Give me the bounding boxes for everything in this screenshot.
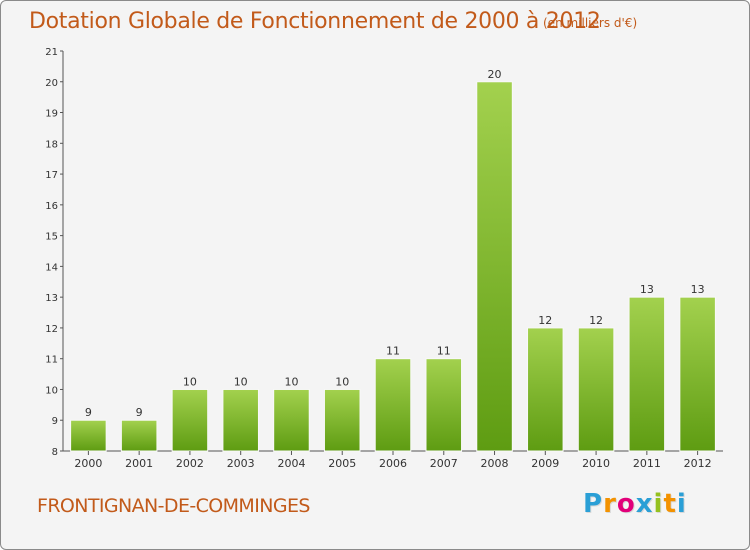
y-tick-label: 20 xyxy=(45,78,58,89)
bar-2001 xyxy=(120,419,158,452)
x-tick-label-2008: 2008 xyxy=(481,457,509,470)
logo-letter: P xyxy=(583,489,604,519)
bar-2008 xyxy=(476,81,513,452)
data-label-2009: 12 xyxy=(538,314,552,327)
x-tick-label-2011: 2011 xyxy=(633,457,661,470)
y-tick-label: 9 xyxy=(52,416,58,427)
data-label-2007: 11 xyxy=(437,345,451,358)
x-tick-label-2004: 2004 xyxy=(277,457,305,470)
data-label-2005: 10 xyxy=(335,375,349,388)
data-label-2003: 10 xyxy=(234,375,248,388)
logo-letter: i xyxy=(653,489,664,519)
bar-2012 xyxy=(679,296,716,452)
x-tick-label-2001: 2001 xyxy=(125,457,153,470)
commune-name: FRONTIGNAN-DE-COMMINGES xyxy=(37,495,310,517)
data-label-2011: 13 xyxy=(640,283,654,296)
bar-2009 xyxy=(527,327,564,452)
y-tick-label: 10 xyxy=(45,385,58,396)
data-label-2010: 12 xyxy=(589,314,603,327)
bar-2005 xyxy=(323,388,361,452)
y-tick-label: 14 xyxy=(45,262,58,273)
y-tick-label: 12 xyxy=(45,324,58,335)
x-tick-label-2002: 2002 xyxy=(176,457,204,470)
x-tick-label-2000: 2000 xyxy=(74,457,102,470)
bar-2007 xyxy=(425,358,463,452)
x-tick-label-2009: 2009 xyxy=(531,457,559,470)
data-label-2012: 13 xyxy=(691,283,705,296)
logo-letter: r xyxy=(603,489,617,519)
logo-letter: o xyxy=(616,489,636,519)
y-tick-label: 11 xyxy=(45,355,58,366)
y-tick-label: 15 xyxy=(45,232,58,243)
logo-letter: x xyxy=(635,489,654,519)
data-label-2000: 9 xyxy=(85,406,92,419)
data-label-2004: 10 xyxy=(284,375,298,388)
data-label-2002: 10 xyxy=(183,375,197,388)
x-tick-label-2003: 2003 xyxy=(227,457,255,470)
y-tick-label: 17 xyxy=(45,170,58,181)
chart-subtitle: (en milliers d'€) xyxy=(543,16,638,30)
x-tick-label-2010: 2010 xyxy=(582,457,610,470)
x-tick-label-2006: 2006 xyxy=(379,457,407,470)
y-tick-label: 13 xyxy=(45,293,58,304)
data-label-2008: 20 xyxy=(488,68,502,81)
bar-2000 xyxy=(70,419,107,452)
data-label-2001: 9 xyxy=(136,406,143,419)
bar-2006 xyxy=(374,358,412,452)
logo-letter: t xyxy=(663,489,677,519)
y-tick-label: 18 xyxy=(45,139,58,150)
data-label-2006: 11 xyxy=(386,345,400,358)
y-tick-label: 21 xyxy=(45,47,58,58)
bar-2011 xyxy=(628,296,666,452)
x-tick-label-2005: 2005 xyxy=(328,457,356,470)
y-tick-label: 8 xyxy=(52,447,58,458)
bar-2003 xyxy=(222,388,259,452)
bar-2002 xyxy=(171,388,209,452)
bar-2010 xyxy=(577,327,615,452)
logo-letter: i xyxy=(676,489,687,519)
proxiti-logo: Proxiti xyxy=(583,489,687,519)
y-tick-label: 16 xyxy=(45,201,58,212)
chart-title: Dotation Globale de Fonctionnement de 20… xyxy=(29,9,601,34)
x-tick-label-2012: 2012 xyxy=(684,457,712,470)
x-tick-label-2007: 2007 xyxy=(430,457,458,470)
y-tick-label: 19 xyxy=(45,109,58,120)
bar-2004 xyxy=(273,388,310,452)
